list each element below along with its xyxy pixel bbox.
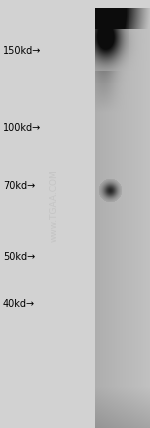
- Text: 50kd→: 50kd→: [3, 252, 35, 262]
- Text: 150kd→: 150kd→: [3, 45, 41, 56]
- Text: 100kd→: 100kd→: [3, 123, 41, 134]
- Text: www.TGAA.COM: www.TGAA.COM: [50, 169, 58, 242]
- Text: 70kd→: 70kd→: [3, 181, 35, 191]
- Text: 40kd→: 40kd→: [3, 299, 35, 309]
